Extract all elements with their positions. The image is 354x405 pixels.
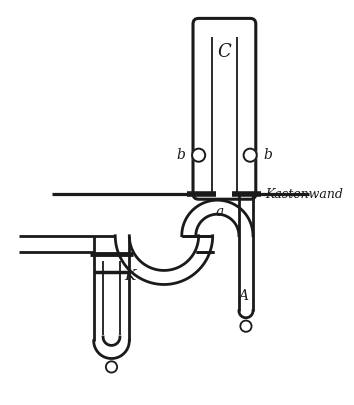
FancyBboxPatch shape <box>193 18 256 199</box>
Text: b: b <box>177 148 185 162</box>
Text: C: C <box>217 43 231 61</box>
Text: a: a <box>216 205 224 219</box>
Text: A: A <box>238 289 248 303</box>
Text: Kastenwand: Kastenwand <box>265 188 343 201</box>
Text: K: K <box>125 269 136 283</box>
Circle shape <box>244 149 257 162</box>
Circle shape <box>192 149 205 162</box>
Text: b: b <box>263 148 272 162</box>
